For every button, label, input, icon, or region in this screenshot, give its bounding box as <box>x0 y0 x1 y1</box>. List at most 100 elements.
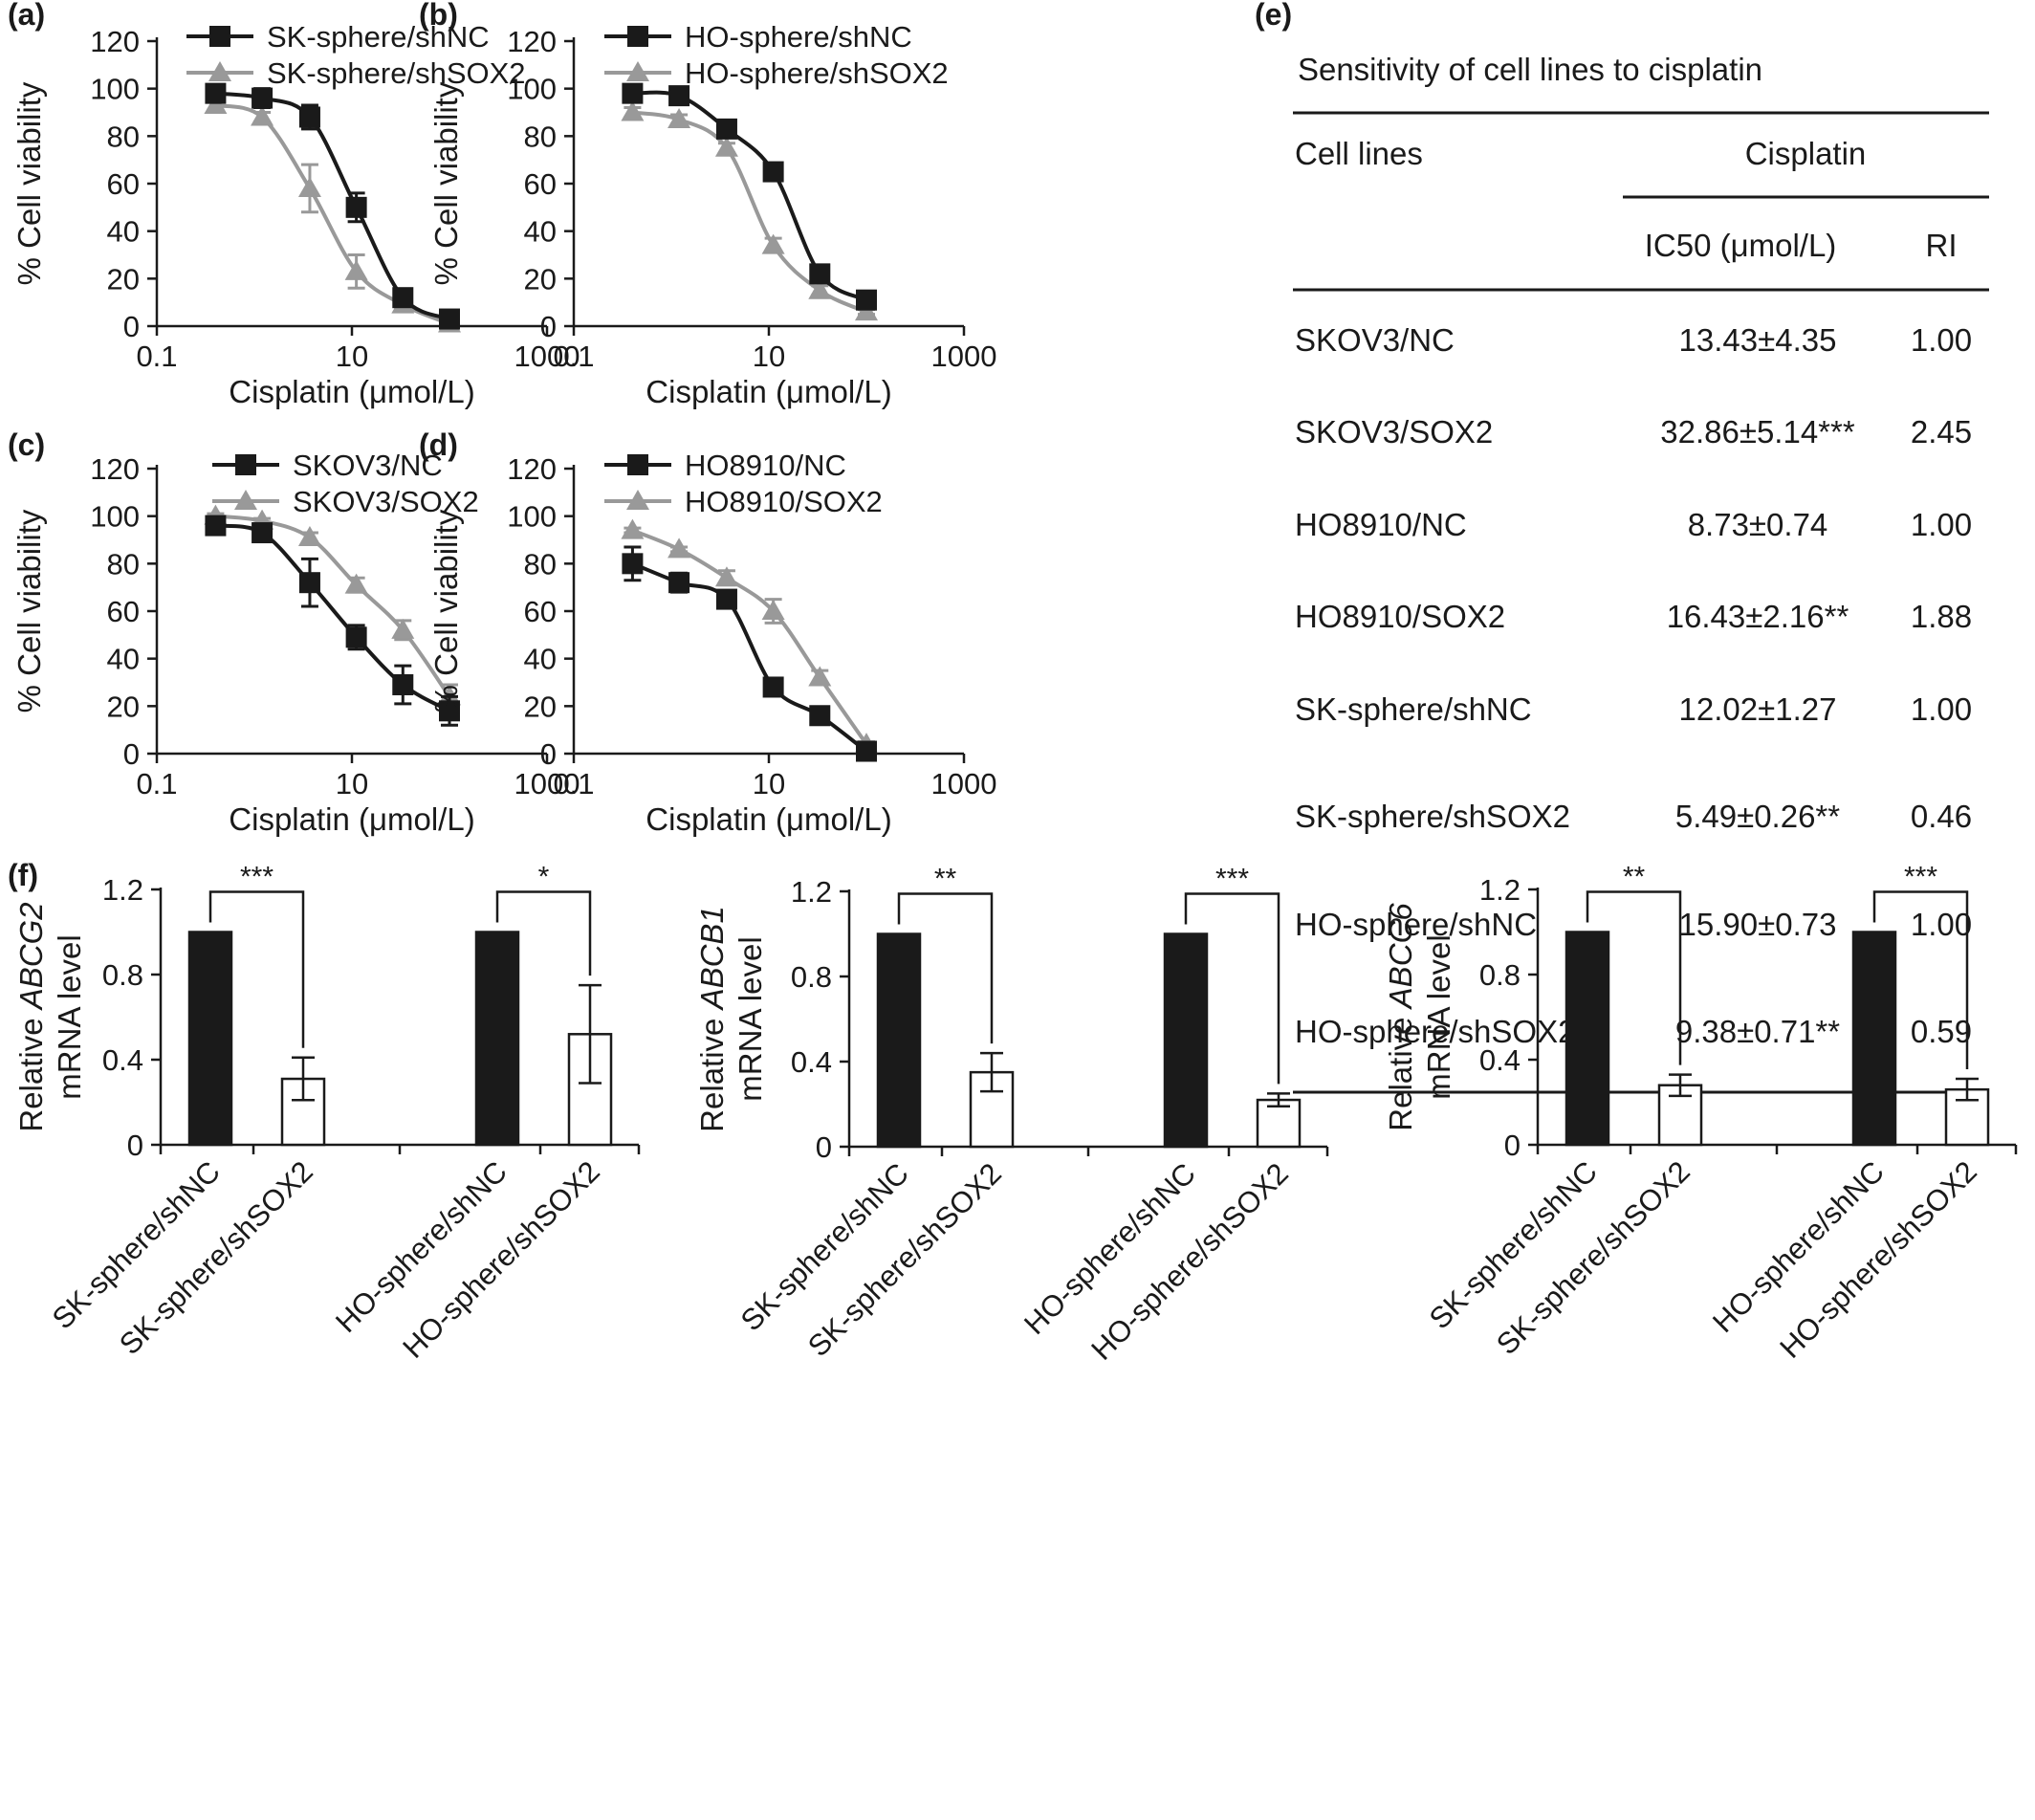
table-row: SK-sphere/shNC 12.02±1.27 1.00 <box>1295 691 1972 727</box>
y-tick-label: 100 <box>90 500 140 534</box>
bar <box>1163 932 1209 1149</box>
series-triangle <box>621 518 878 754</box>
table-cell-ic50: 9.38±0.71** <box>1675 1014 1840 1049</box>
line-chart-b: (b) 0 20 40 60 80 100 120 0.1 10 1000 Cisplatin (μm… <box>419 0 996 409</box>
x-tick-label: 1000 <box>931 340 997 373</box>
x-tick-label: 10 <box>336 340 368 373</box>
significance-label: *** <box>240 862 274 893</box>
table-cell-ri: 2.45 <box>1911 414 1972 450</box>
y-tick-label: 0 <box>123 737 140 771</box>
y-tick-label: 60 <box>524 595 557 628</box>
bar-chart-f2: 0 0.4 0.8 1.2 Relative ABCB1 mRNA level SK-sph… <box>694 864 1329 1367</box>
data-point-triangle <box>344 259 368 280</box>
series-square <box>622 545 877 762</box>
table-row: SKOV3/SOX2 32.86±5.14*** 2.45 <box>1295 414 1972 450</box>
y-tick-label: 60 <box>107 167 140 201</box>
x-category-label: HO-sphere/shNC <box>329 1154 514 1339</box>
data-point-square <box>668 85 690 107</box>
legend-entry: SKOV3/SOX2 <box>212 485 479 518</box>
y-tick-label: 0.8 <box>102 958 143 992</box>
significance-bracket <box>1586 890 1682 1065</box>
y-tick-label: 40 <box>524 215 557 249</box>
legend-marker-triangle <box>208 61 231 81</box>
legend-entry: HO-sphere/shSOX2 <box>604 56 949 90</box>
significance-bracket <box>495 890 592 976</box>
x-tick-label: 0.1 <box>136 767 177 800</box>
x-tick-label: 1000 <box>514 340 580 373</box>
y-tick-label: 120 <box>90 25 140 58</box>
y-tick-label: 80 <box>524 547 557 581</box>
x-axis-title: Cisplatin (μmol/L) <box>229 374 474 409</box>
y-tick-label: 0.8 <box>1479 958 1521 992</box>
x-category-label: SK-sphere/shNC <box>1423 1154 1604 1335</box>
y-tick-label: 60 <box>524 167 557 201</box>
legend-entry: SK-sphere/shNC <box>186 20 490 54</box>
table-title: Sensitivity of cell lines to cisplatin <box>1298 52 1762 87</box>
table-row: HO8910/NC 8.73±0.74 1.00 <box>1295 507 1972 542</box>
table-cell-name: SKOV3/NC <box>1295 322 1455 358</box>
x-axis-title: Cisplatin (μmol/L) <box>229 801 474 837</box>
data-point-square <box>809 705 831 727</box>
y-axis-title: % Cell viability <box>428 81 464 285</box>
table-cell-ri: 1.00 <box>1911 691 1972 727</box>
x-tick-label: 10 <box>753 340 785 373</box>
table-cell-ic50: 15.90±0.73 <box>1679 907 1837 942</box>
legend-marker-square <box>627 26 648 47</box>
y-axis-title: % Cell viability <box>11 509 47 713</box>
significance-label: ** <box>1623 862 1646 893</box>
y-tick-label: 80 <box>107 547 140 581</box>
significance-bracket <box>1184 892 1280 1085</box>
y-tick-label: 100 <box>507 73 557 106</box>
series-line <box>214 103 450 326</box>
significance-bracket <box>208 890 305 1048</box>
table-row: SKOV3/NC 13.43±4.35 1.00 <box>1295 322 1972 358</box>
y-tick-label: 120 <box>90 452 140 486</box>
panel-label: (f) <box>8 858 38 892</box>
x-axis-title: Cisplatin (μmol/L) <box>646 801 891 837</box>
legend-marker-square <box>235 454 256 475</box>
y-tick-label: 20 <box>524 690 557 723</box>
table-cell-ic50: 8.73±0.74 <box>1688 507 1828 542</box>
y-tick-label: 1.2 <box>1479 873 1521 907</box>
legend-label: SK-sphere/shSOX2 <box>267 56 526 90</box>
table-cell-name: HO8910/NC <box>1295 507 1467 542</box>
legend-label: SKOV3/SOX2 <box>293 485 479 518</box>
significance-bracket <box>1872 890 1969 1070</box>
series-line <box>632 110 867 314</box>
table-cell-name: SKOV3/SOX2 <box>1295 414 1493 450</box>
table-cell-ri: 0.59 <box>1911 1014 1972 1049</box>
legend-label: HO-sphere/shSOX2 <box>685 56 949 90</box>
x-tick-label: 10 <box>336 767 368 800</box>
table-group-header: Cisplatin <box>1745 136 1867 171</box>
data-point-square <box>856 740 877 762</box>
table-row: SK-sphere/shSOX2 5.49±0.26** 0.46 <box>1295 799 1972 834</box>
legend-marker-triangle <box>234 490 257 510</box>
series-square <box>205 515 460 727</box>
y-axis-title-line2: mRNA level <box>52 934 87 1099</box>
data-point-square <box>439 700 460 722</box>
y-tick-label: 1.2 <box>102 873 143 907</box>
data-point-triangle <box>714 136 738 157</box>
legend-entry: SKOV3/NC <box>212 449 443 482</box>
line-chart-d: (d) 0 20 40 60 80 100 120 0.1 10 1000 Cisplatin (μm… <box>419 428 996 837</box>
legend-label: HO8910/NC <box>685 449 846 482</box>
table-row: HO8910/SOX2 16.43±2.16** 1.88 <box>1295 599 1972 634</box>
significance-bracket <box>897 892 994 1044</box>
data-point-triangle <box>761 600 785 620</box>
table-cell-name: SK-sphere/shNC <box>1295 691 1532 727</box>
x-tick-label: 1000 <box>514 767 580 800</box>
data-point-triangle <box>667 107 691 128</box>
y-axis-title: Relative ABCG2 <box>13 902 49 1131</box>
x-tick-label: 0.1 <box>136 340 177 373</box>
series-triangle <box>621 100 878 321</box>
data-point-triangle <box>714 566 738 587</box>
bar <box>474 931 520 1147</box>
data-point-square <box>252 87 274 109</box>
x-category-label: HO-sphere/shNC <box>1018 1156 1202 1341</box>
y-axis-title: Relative ABCB1 <box>694 906 730 1132</box>
data-point-triangle <box>761 233 785 254</box>
y-tick-label: 80 <box>107 120 140 153</box>
table-cell-name: SK-sphere/shSOX2 <box>1295 799 1570 834</box>
significance-label: ** <box>934 864 957 895</box>
